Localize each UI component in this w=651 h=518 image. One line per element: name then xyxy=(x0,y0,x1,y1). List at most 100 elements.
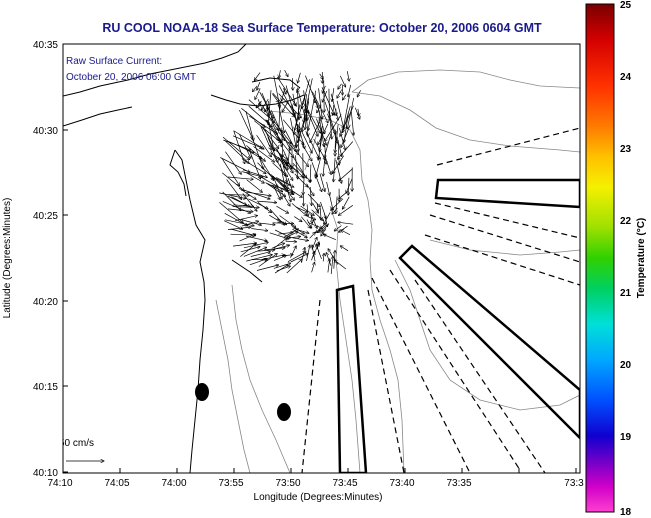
current-vector xyxy=(318,123,329,145)
current-vector xyxy=(259,91,274,118)
current-vector xyxy=(350,110,354,136)
current-vector xyxy=(315,90,316,103)
current-vector xyxy=(241,158,266,174)
current-vector xyxy=(340,246,349,252)
current-vector xyxy=(330,256,333,275)
current-vector xyxy=(256,201,277,203)
current-vector xyxy=(272,243,285,249)
colorbar-tick-label: 24 xyxy=(620,72,632,83)
current-vector xyxy=(324,79,325,113)
x-tick-label: 73:45 xyxy=(332,478,357,489)
current-vector xyxy=(230,234,256,235)
current-vector xyxy=(278,232,293,235)
current-vector xyxy=(295,206,308,212)
current-vector xyxy=(282,119,304,145)
current-vector xyxy=(260,176,278,187)
current-vector xyxy=(281,192,290,207)
current-vector xyxy=(294,173,308,187)
current-vector xyxy=(325,114,342,142)
current-vector xyxy=(251,228,268,231)
current-vector xyxy=(298,124,312,154)
current-vector xyxy=(286,259,302,274)
current-vector xyxy=(311,262,315,273)
current-vector xyxy=(273,263,291,269)
current-vector xyxy=(320,207,321,220)
y-tick-label: 40:30 xyxy=(33,126,58,137)
current-vector xyxy=(275,147,288,166)
current-vector xyxy=(273,238,287,249)
current-vector xyxy=(260,126,272,150)
current-vector xyxy=(336,196,337,214)
current-vector xyxy=(292,93,295,106)
current-vector xyxy=(245,235,267,241)
current-vector xyxy=(225,151,241,175)
current-vector xyxy=(326,181,330,196)
current-vector xyxy=(254,72,261,81)
current-vector xyxy=(220,157,250,173)
colorbar-tick-label: 25 xyxy=(620,0,632,11)
current-vector xyxy=(239,134,251,158)
buoy-marker xyxy=(277,403,291,421)
current-vector xyxy=(272,93,279,102)
current-vector xyxy=(222,172,244,191)
current-vector xyxy=(228,195,249,196)
current-vector xyxy=(305,78,313,112)
current-vector xyxy=(333,104,334,115)
map-plot-area: Raw Surface Current: October 20, 2006 06… xyxy=(63,44,580,473)
current-vector xyxy=(240,219,262,226)
current-vector xyxy=(291,203,307,216)
current-vector xyxy=(269,214,281,222)
current-vector xyxy=(231,196,250,207)
current-vector xyxy=(301,143,312,161)
current-vector xyxy=(230,228,256,236)
current-vector xyxy=(243,189,270,199)
x-axis-label: Longitude (Degrees:Minutes) xyxy=(254,492,383,503)
current-vector xyxy=(266,105,269,117)
overlay-current-label: Raw Surface Current: xyxy=(66,56,162,67)
current-vector xyxy=(242,193,257,212)
current-vector xyxy=(257,250,275,251)
current-vector xyxy=(290,254,309,263)
current-vector xyxy=(276,266,291,272)
current-vector xyxy=(311,251,315,261)
current-vector xyxy=(258,99,260,105)
x-tick-label: 74:10 xyxy=(47,478,72,489)
plot-frame xyxy=(62,43,581,474)
current-vector xyxy=(322,85,326,93)
current-vector xyxy=(233,130,264,149)
current-vector xyxy=(273,185,280,200)
current-vector xyxy=(343,95,350,130)
current-vector xyxy=(327,259,330,273)
current-vector xyxy=(287,141,291,170)
current-vector xyxy=(282,100,289,112)
current-vector xyxy=(246,191,272,196)
current-vector xyxy=(319,173,325,192)
current-vector xyxy=(285,85,294,116)
y-tick-label: 40:20 xyxy=(33,297,58,308)
current-vector xyxy=(292,162,311,182)
current-vector xyxy=(336,100,344,128)
current-vector xyxy=(251,260,268,261)
y-tick-label: 40:25 xyxy=(33,211,58,222)
current-vector xyxy=(222,136,250,160)
current-vector xyxy=(343,106,351,132)
current-vector xyxy=(272,175,288,189)
current-vector xyxy=(222,201,251,213)
current-vector xyxy=(310,186,311,206)
current-vector xyxy=(338,143,339,165)
current-vector xyxy=(303,189,304,207)
current-vector xyxy=(292,237,308,241)
current-vector xyxy=(339,127,345,150)
current-vector xyxy=(287,177,294,195)
colorbar-tick-label: 22 xyxy=(620,216,632,227)
current-vector xyxy=(311,162,317,177)
current-vector xyxy=(341,230,351,236)
current-vector xyxy=(256,135,272,157)
current-vector xyxy=(279,181,295,201)
current-vector xyxy=(224,139,250,163)
current-vector xyxy=(324,212,331,224)
current-vector xyxy=(223,220,243,230)
current-vector xyxy=(316,244,322,260)
temperature-colorbar: 25 24 23 22 21 20 19 18 Temperature (°C) xyxy=(585,0,647,518)
y-axis-label: Latitude (Degrees:Minutes) xyxy=(2,198,13,319)
